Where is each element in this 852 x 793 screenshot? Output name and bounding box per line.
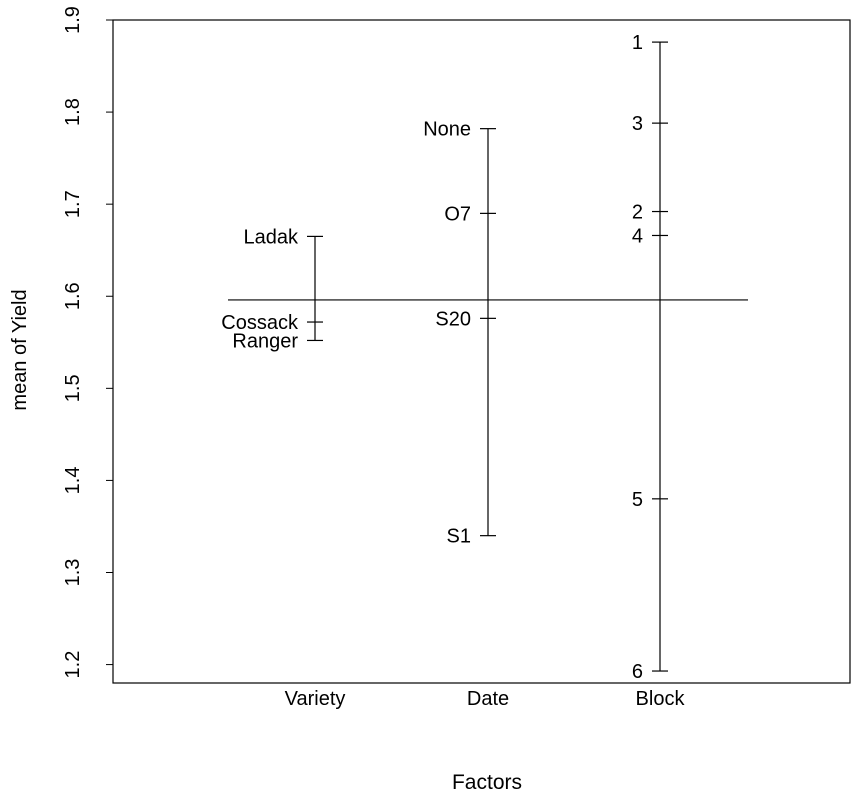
level-label: S20 — [435, 308, 471, 330]
y-tick-label: 1.3 — [62, 559, 84, 587]
y-tick-label: 1.7 — [62, 190, 84, 218]
level-label: Cossack — [221, 312, 299, 334]
level-label: Ladak — [244, 226, 299, 248]
y-axis: 1.2 1.3 1.4 1.5 1.6 1.7 1.8 1.9 — [62, 6, 113, 678]
level-label: 3 — [632, 113, 643, 135]
x-axis: Variety Date Block — [285, 688, 686, 710]
level-label: Ranger — [232, 330, 298, 352]
y-tick-label: 1.8 — [62, 98, 84, 126]
y-tick-label: 1.6 — [62, 282, 84, 310]
plot-frame — [112, 19, 851, 684]
level-label: 5 — [632, 489, 643, 511]
y-tick-label: 1.2 — [62, 651, 84, 679]
x-axis-title: Factors — [452, 771, 522, 793]
level-label: O7 — [444, 203, 471, 225]
x-category-label: Block — [636, 688, 686, 710]
level-label: 4 — [632, 225, 643, 247]
y-tick-label: 1.5 — [62, 374, 84, 402]
level-label: None — [423, 119, 471, 141]
y-tick-label: 1.4 — [62, 467, 84, 495]
level-label: 2 — [632, 202, 643, 224]
level-label: S1 — [447, 526, 471, 548]
y-axis-title: mean of Yield — [9, 289, 31, 410]
level-label: 1 — [632, 32, 643, 54]
y-tick-label: 1.9 — [62, 6, 84, 34]
x-category-label: Variety — [285, 688, 346, 710]
level-label: 6 — [632, 661, 643, 683]
x-category-label: Date — [467, 688, 509, 710]
